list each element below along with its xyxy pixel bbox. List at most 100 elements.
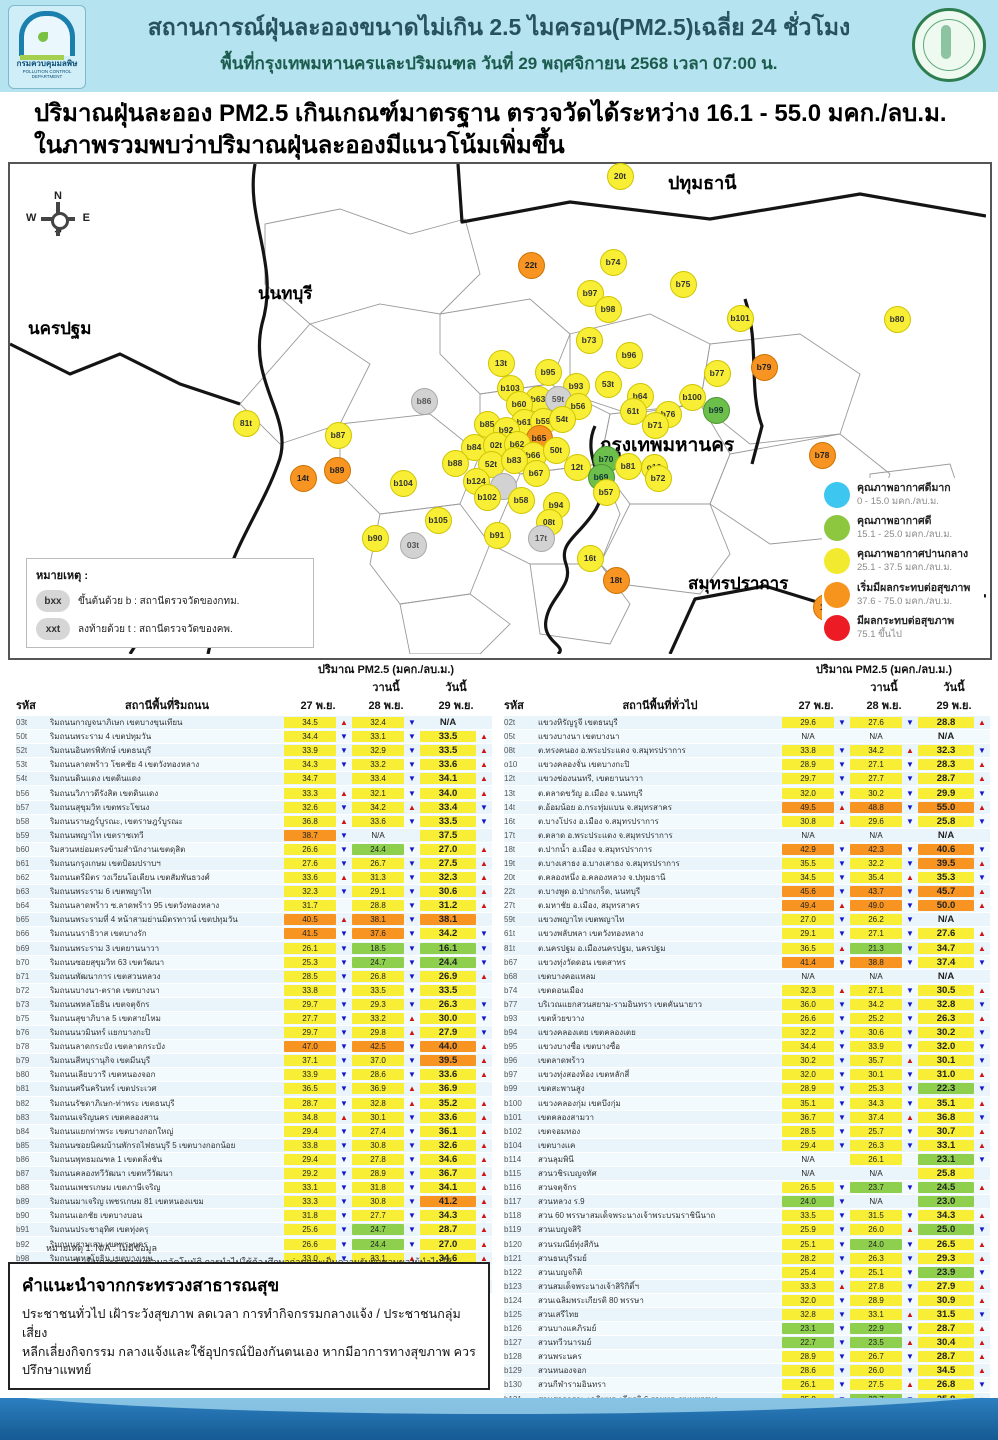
table-row: b57 ริมถนนสุขุมวิท เขตพระโขนง 32.6 ▼ 34.2 ▲ 33… — [16, 800, 492, 815]
station-name: ริมถนนสีหบุรานุกิจ เขตมีนบุรี — [50, 1056, 151, 1066]
trend-down-icon: ▼ — [906, 1014, 914, 1024]
report-header: กรมควบคุมมลพิษ POLLUTION CONTROL DEPARTM… — [0, 0, 998, 92]
station-code: 20t — [504, 873, 516, 883]
trend-down-icon: ▼ — [906, 1281, 914, 1291]
trend-down-icon: ▼ — [340, 1140, 348, 1150]
summary-text: ปริมาณฝุ่นละออง PM2.5 เกินเกณฑ์มาตรฐาน ต… — [34, 98, 974, 163]
station-marker: b80 — [883, 305, 911, 333]
trend-down-icon: ▼ — [408, 971, 416, 981]
station-marker: 13t — [487, 349, 515, 377]
trend-down-icon: ▼ — [340, 1154, 348, 1164]
trend-down-icon: ▼ — [408, 873, 416, 883]
station-name: ต.บางเสาธง อ.บางเสาธง จ.สมุทรปราการ — [538, 858, 680, 868]
pm-value: 35.1 — [918, 1097, 974, 1109]
trend-up-icon: ▲ — [978, 718, 986, 728]
table-row: 12t แขวงช่องนนทรี, เขตยานนาวา 29.7 ▼ 27.7 ▼ 28… — [504, 772, 990, 787]
table-row: b91 ริมถนนประชาอุทิศ เขตทุ่งครุ 25.6 ▼ 24.7 ▼… — [16, 1223, 492, 1238]
trend-down-icon: ▼ — [978, 1380, 986, 1390]
station-code: 02t — [504, 718, 516, 728]
trend-up-icon: ▲ — [480, 887, 488, 897]
pm-value: 29.1 — [782, 928, 834, 940]
trend-down-icon: ▼ — [838, 1352, 846, 1362]
trend-down-icon: ▼ — [340, 802, 348, 812]
pm-value: 33.6 — [420, 759, 476, 771]
pm-value: 42.5 — [352, 1041, 404, 1053]
trend-up-icon: ▲ — [978, 1014, 986, 1024]
station-marker: b73 — [575, 326, 603, 354]
pm-value: 34.2 — [352, 801, 404, 813]
compass-rose: N W E S — [26, 190, 90, 256]
pm-value: 26.9 — [420, 970, 476, 982]
yesterday-label: วานนี้ — [870, 682, 898, 694]
trend-down-icon: ▼ — [408, 1042, 416, 1052]
station-marker: b58 — [507, 486, 535, 514]
table-row: 05t แขวงบางนา เขตบางนา N/A N/A N/A — [504, 730, 990, 745]
station-name: ริมถนนสุขุมวิท เขตพระโขนง — [50, 802, 150, 812]
pm-value: 34.4 — [782, 1041, 834, 1053]
pm-value: 36.7 — [782, 1111, 834, 1123]
table-row: b102 เขตจอมทอง 28.5 ▼ 25.7 ▼ 30.7 ▲ — [504, 1124, 990, 1139]
trend-down-icon: ▼ — [408, 1197, 416, 1207]
station-code: 52t — [16, 746, 28, 756]
pm-value: 32.1 — [352, 787, 404, 799]
pm-value: 34.5 — [918, 1365, 974, 1377]
table-row: b89 ริมถนนมาเจริญ เพชรเกษม 81 เขตหนองแขม 3… — [16, 1195, 492, 1210]
trend-down-icon: ▼ — [340, 1211, 348, 1221]
yesterday-label: วานนี้ — [372, 682, 400, 694]
pm-value: 30.6 — [850, 1027, 902, 1039]
trend-down-icon: ▼ — [906, 858, 914, 868]
table-row: b83 ริมถนนเจริญนคร เขตคลองสาน 34.8 ▲ 30.1 ▼ 33… — [16, 1110, 492, 1125]
station-code: b115 — [504, 1169, 522, 1179]
station-code: b71 — [16, 971, 30, 981]
station-code: b81 — [16, 1084, 30, 1094]
pm-value: 23.1 — [782, 1323, 834, 1335]
province-label: นครปฐม — [28, 319, 92, 338]
pm-value: 36.5 — [782, 942, 834, 954]
pm-value: 25.1 — [850, 1266, 902, 1278]
table-row: 50t ริมถนนพระราม 4 เขตปทุมวัน 34.4 ▼ 33.1 ▼ 33… — [16, 730, 492, 745]
pm-value: 29.7 — [284, 998, 336, 1010]
table-row: b126 สวนบางแคภิรมย์ 23.1 ▼ 22.9 ▼ 28.7 ▲ — [504, 1322, 990, 1337]
roadside-stations-table: ปริมาณ PM2.5 (มคก./ลบ.ม.) วานนี้ วันนี้ … — [16, 660, 492, 1294]
trend-down-icon: ▼ — [838, 1140, 846, 1150]
pm-value: 36.1 — [420, 1125, 476, 1137]
pm-value: 31.8 — [284, 1210, 336, 1222]
station-name: แขวงคลองกุ่ม เขตบึงกุ่ม — [538, 1098, 621, 1108]
trend-down-icon: ▼ — [978, 957, 986, 967]
pm-value: 23.0 — [918, 1196, 974, 1208]
trend-down-icon: ▼ — [480, 999, 488, 1009]
trend-down-icon: ▼ — [480, 1014, 488, 1024]
station-name: เขตคลองสามวา — [538, 1112, 594, 1122]
station-code: b98 — [16, 1253, 30, 1263]
pm-value: N/A — [869, 1197, 883, 1207]
pm-value: 37.0 — [352, 1055, 404, 1067]
province-label: สมุทรปราการ — [688, 574, 789, 593]
pm-value: 26.6 — [782, 1013, 834, 1025]
station-code: 13t — [504, 788, 516, 798]
station-name: ริมถนนพระรามที่ 4 หน้าสามย่านมิตรทาวน์ เ… — [50, 915, 238, 925]
pm-value: N/A — [937, 914, 955, 926]
station-code: b123 — [504, 1281, 522, 1291]
pm-value: 40.5 — [284, 914, 336, 926]
advisory-title: คำแนะนำจากกระทรวงสาธารณสุข — [22, 1276, 280, 1295]
station-code: b120 — [504, 1239, 522, 1249]
table-row: b66 ริมถนนนราธิวาส เขตบางรัก 41.5 ▼ 37.6 ▼ 34.… — [16, 927, 492, 942]
station-code: b126 — [504, 1324, 522, 1334]
pm-value: 27.6 — [284, 857, 336, 869]
trend-up-icon: ▲ — [906, 873, 914, 883]
table-row: b72 ริมถนนบางนา-ตราด เขตบางนา 33.8 ▼ 33.5 ▼ 33… — [16, 983, 492, 998]
pm-value: 34.0 — [420, 787, 476, 799]
station-code: 03t — [16, 718, 28, 728]
trend-down-icon: ▼ — [838, 999, 846, 1009]
pm-value: 33.5 — [420, 745, 476, 757]
trend-up-icon: ▲ — [480, 1169, 488, 1179]
trend-up-icon: ▲ — [978, 943, 986, 953]
trend-up-icon: ▲ — [408, 1014, 416, 1024]
trend-up-icon: ▲ — [978, 1281, 986, 1291]
pm-value: N/A — [937, 829, 955, 841]
pm-value: N/A — [869, 732, 883, 742]
pm-value: 34.6 — [420, 1153, 476, 1165]
trend-down-icon: ▼ — [340, 887, 348, 897]
compass-n: N — [54, 190, 62, 202]
station-code: 12t — [504, 774, 516, 784]
